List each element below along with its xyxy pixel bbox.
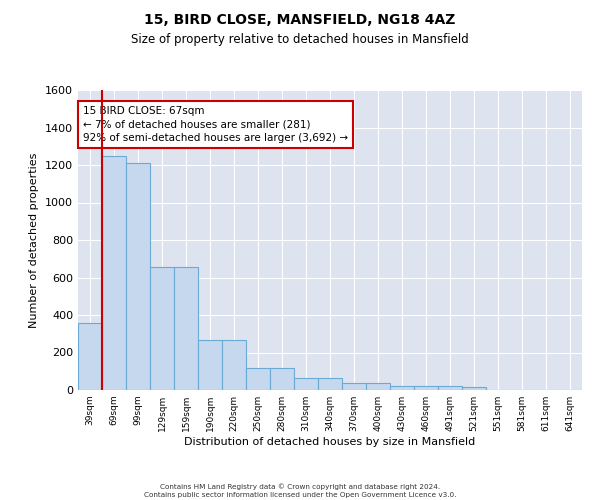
Y-axis label: Number of detached properties: Number of detached properties xyxy=(29,152,40,328)
Bar xyxy=(150,267,174,390)
Bar xyxy=(102,156,126,390)
Bar xyxy=(390,386,414,390)
Bar xyxy=(438,386,462,390)
Bar xyxy=(78,322,102,390)
Bar xyxy=(318,378,342,390)
Bar xyxy=(174,267,198,390)
Bar xyxy=(270,368,294,390)
X-axis label: Distribution of detached houses by size in Mansfield: Distribution of detached houses by size … xyxy=(184,437,476,447)
Text: Contains HM Land Registry data © Crown copyright and database right 2024.
Contai: Contains HM Land Registry data © Crown c… xyxy=(144,484,456,498)
Bar xyxy=(294,378,318,390)
Bar xyxy=(366,384,390,390)
Bar xyxy=(222,340,246,390)
Text: 15, BIRD CLOSE, MANSFIELD, NG18 4AZ: 15, BIRD CLOSE, MANSFIELD, NG18 4AZ xyxy=(145,12,455,26)
Bar xyxy=(414,386,438,390)
Bar xyxy=(198,340,222,390)
Text: Size of property relative to detached houses in Mansfield: Size of property relative to detached ho… xyxy=(131,32,469,46)
Bar xyxy=(246,368,270,390)
Bar xyxy=(462,387,486,390)
Bar xyxy=(342,384,366,390)
Bar xyxy=(126,163,150,390)
Text: 15 BIRD CLOSE: 67sqm
← 7% of detached houses are smaller (281)
92% of semi-detac: 15 BIRD CLOSE: 67sqm ← 7% of detached ho… xyxy=(83,106,348,143)
